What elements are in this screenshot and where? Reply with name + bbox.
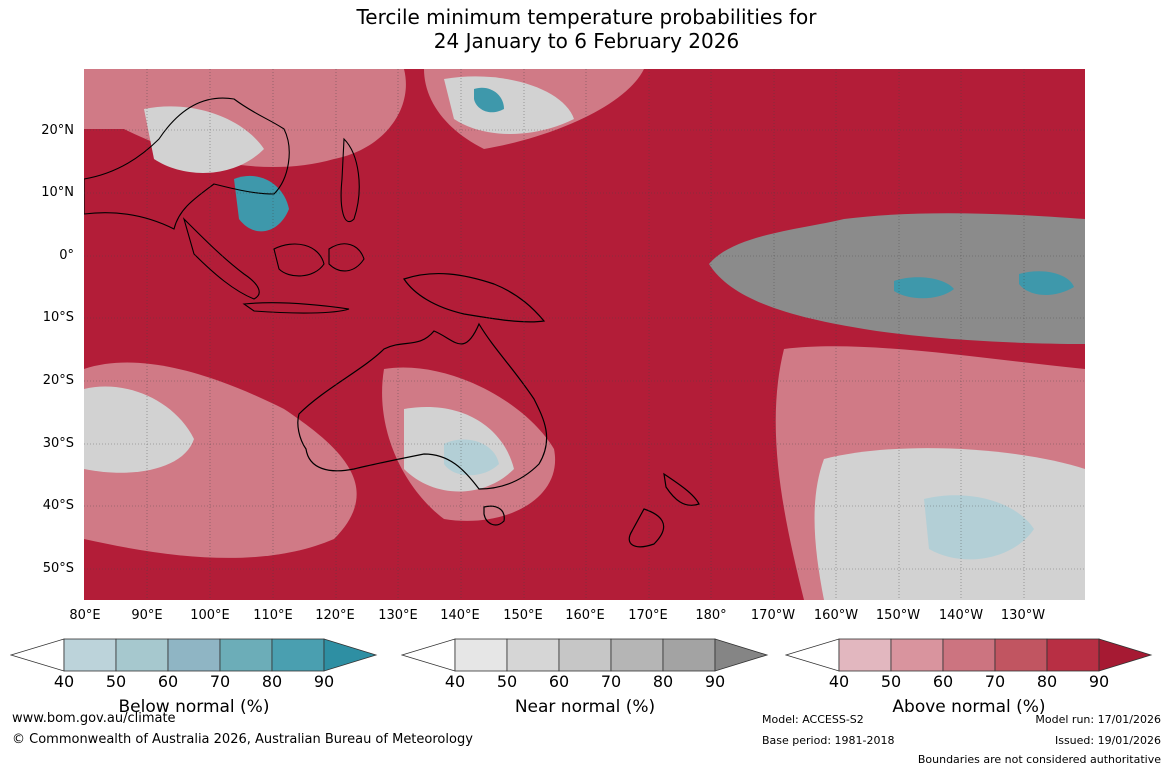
lon-label: 180° (695, 608, 727, 623)
lon-label: 90°E (131, 608, 163, 623)
colorbar-near-segment (454, 638, 508, 672)
lon-label: 130°W (1000, 608, 1046, 623)
colorbar-below-segment (323, 638, 378, 672)
colorbar-above-segment (942, 638, 996, 672)
lon-label: 150°E (503, 608, 543, 623)
colorbar-below-segment (167, 638, 221, 672)
colorbar-above-segment (1098, 638, 1153, 672)
boundaries-disclaimer: Boundaries are not considered authoritat… (917, 753, 1161, 766)
lon-label: 100°E (190, 608, 230, 623)
lat-label: 30°S (42, 436, 74, 451)
colorbar-title-below: Below normal (%) (118, 697, 270, 717)
lon-label: 120°E (315, 608, 355, 623)
colorbar-title-above: Above normal (%) (892, 697, 1046, 717)
colorbar-tick: 80 (261, 672, 283, 691)
colorbar-near-segment (558, 638, 612, 672)
probability-map (84, 69, 1085, 600)
australia-coastline (297, 322, 548, 490)
lon-label: 170°E (628, 608, 668, 623)
colorbar-tick: 40 (53, 672, 75, 691)
colorbar-below-normal (10, 637, 378, 673)
lat-label: 20°S (42, 373, 74, 388)
model-run-date: Model run: 17/01/2026 (1035, 713, 1161, 726)
colorbar-below-segment (219, 638, 273, 672)
colorbar-above-segment (838, 638, 892, 672)
colorbar-tick: 90 (313, 672, 335, 691)
issued-date: Issued: 19/01/2026 (1054, 734, 1161, 747)
new-zealand-coastline (628, 472, 700, 548)
colorbar-tick: 50 (496, 672, 518, 691)
lat-label: 40°S (42, 498, 74, 513)
colorbar-tick: 70 (984, 672, 1006, 691)
colorbar-above-segment (890, 638, 944, 672)
colorbar-near-segment (401, 638, 456, 672)
lat-label: 20°N (41, 123, 74, 138)
copyright-notice: © Commonwealth of Australia 2026, Austra… (12, 732, 473, 747)
lon-label: 160°W (813, 608, 859, 623)
colorbar-tick: 60 (157, 672, 179, 691)
lat-label: 0° (59, 248, 74, 263)
lon-label: 140°W (938, 608, 984, 623)
lat-label: 50°S (42, 561, 74, 576)
colorbar-below-segment (115, 638, 169, 672)
colorbar-below-segment (63, 638, 117, 672)
colorbar-tick: 40 (828, 672, 850, 691)
chart-title-line-1: Tercile minimum temperature probabilitie… (356, 5, 817, 29)
new-guinea-coastline (403, 272, 546, 323)
maritime-continent-coastline (182, 137, 365, 314)
tasmania-coastline (483, 505, 505, 526)
colorbar-tick: 70 (600, 672, 622, 691)
colorbar-tick: 40 (444, 672, 466, 691)
colorbar-below-segment (10, 638, 65, 672)
lon-label: 150°W (875, 608, 921, 623)
colorbar-near-segment (662, 638, 716, 672)
colorbar-tick: 90 (1088, 672, 1110, 691)
colorbar-above-segment (785, 638, 840, 672)
colorbar-above-normal (785, 637, 1153, 673)
colorbar-tick: 50 (105, 672, 127, 691)
lon-label: 170°W (750, 608, 796, 623)
colorbar-below-segment (271, 638, 325, 672)
colorbar-title-near: Near normal (%) (514, 697, 656, 717)
chart-title-line-2: 24 January to 6 February 2026 (433, 29, 740, 53)
near-normal-dark-region (709, 213, 1085, 344)
lat-label: 10°S (42, 310, 74, 325)
lon-label: 110°E (253, 608, 293, 623)
colorbar-tick: 60 (932, 672, 954, 691)
colorbar-tick: 90 (704, 672, 726, 691)
lon-label: 140°E (440, 608, 480, 623)
lon-label: 160°E (565, 608, 605, 623)
colorbar-near-segment (610, 638, 664, 672)
colorbar-near-normal (401, 637, 769, 673)
asia-coastline (84, 97, 290, 230)
bom-website-link[interactable]: www.bom.gov.au/climate (12, 711, 176, 726)
map-gridlines (84, 69, 1085, 600)
lon-label: 80°E (69, 608, 101, 623)
colorbar-tick: 50 (880, 672, 902, 691)
below-normal-regions (234, 87, 1074, 299)
base-period: Base period: 1981-2018 (762, 734, 895, 747)
lat-label: 10°N (41, 185, 74, 200)
colorbar-tick: 80 (652, 672, 674, 691)
colorbar-tick: 70 (209, 672, 231, 691)
colorbar-tick: 60 (548, 672, 570, 691)
colorbar-above-segment (994, 638, 1048, 672)
model-name: Model: ACCESS-S2 (762, 713, 864, 726)
colorbar-tick: 80 (1036, 672, 1058, 691)
colorbar-near-segment (506, 638, 560, 672)
colorbar-above-segment (1046, 638, 1100, 672)
colorbar-near-segment (714, 638, 769, 672)
lon-label: 130°E (378, 608, 418, 623)
